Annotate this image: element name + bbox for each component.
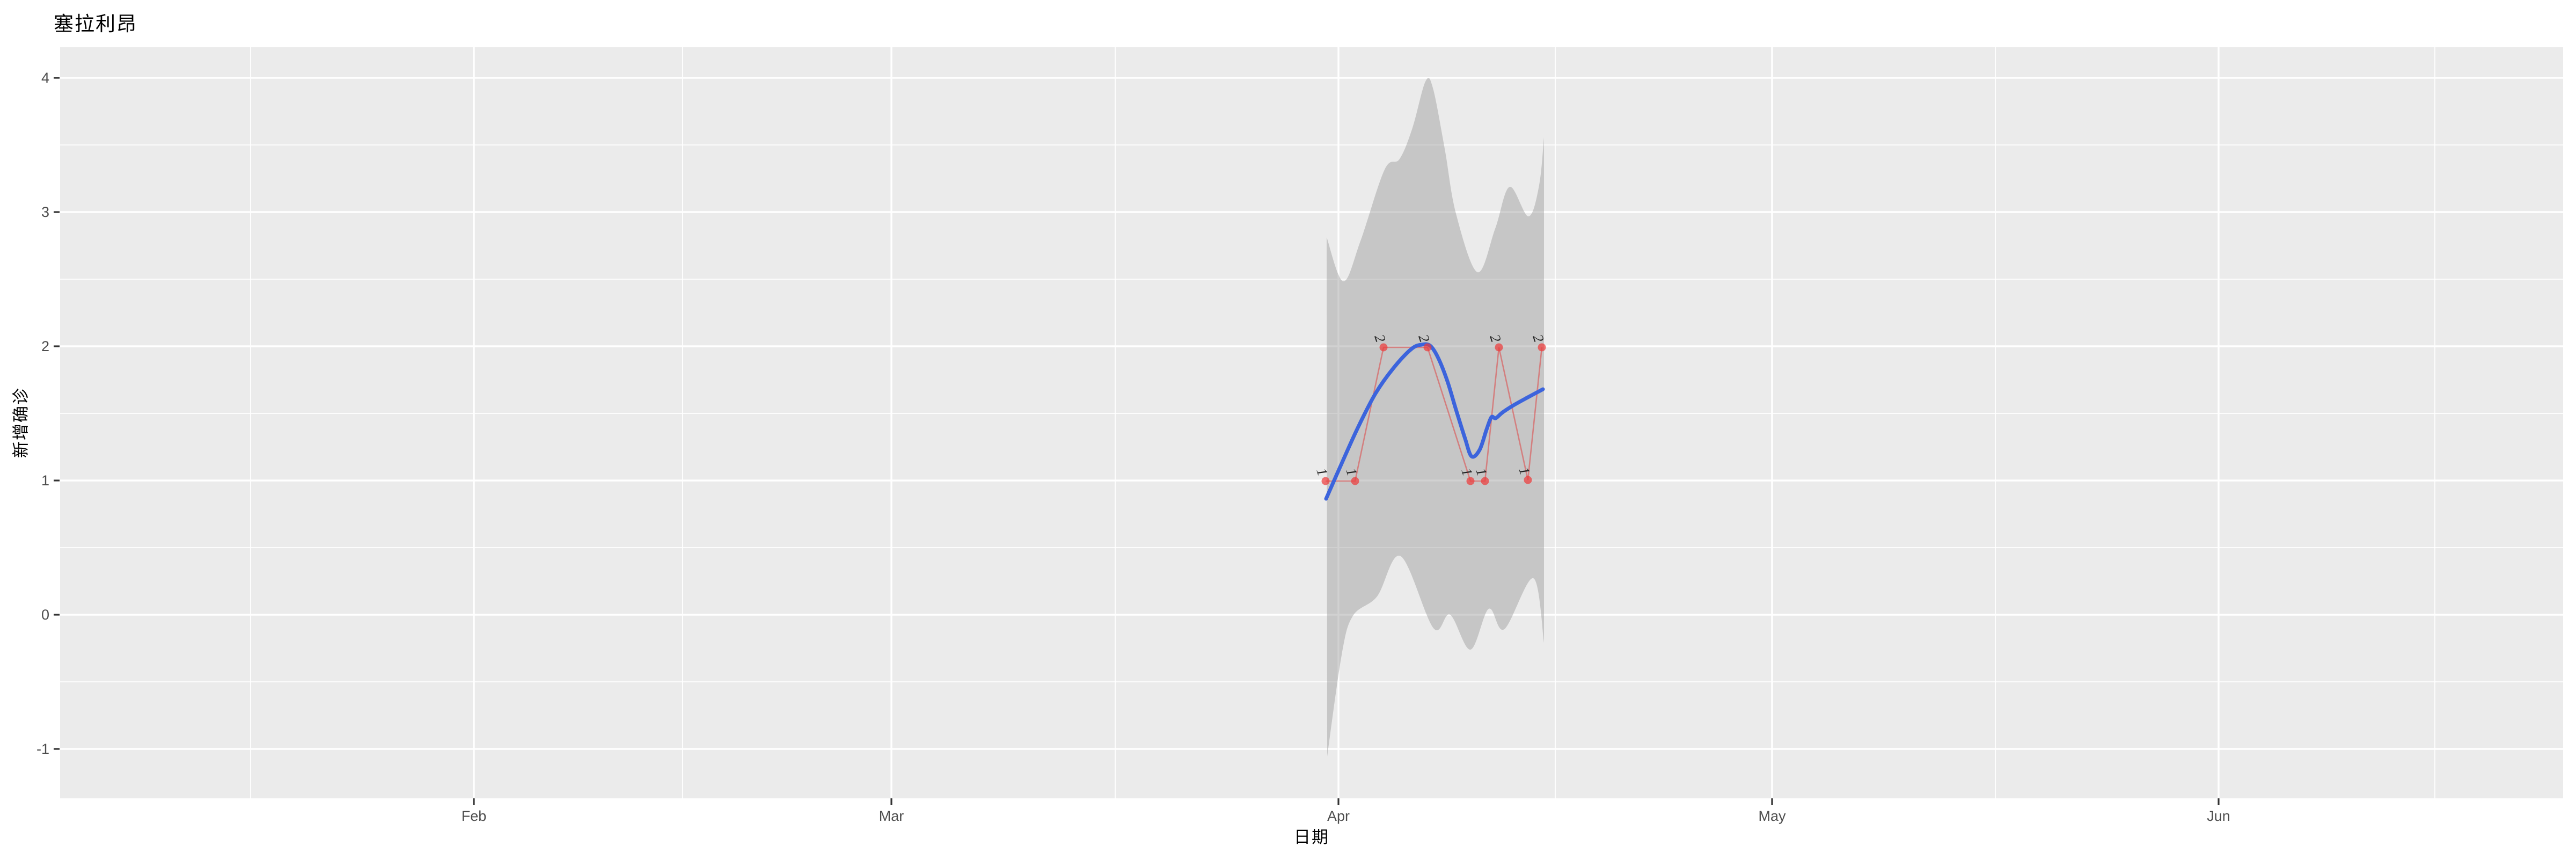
y-tick-label: 3: [41, 204, 49, 220]
data-point: [1466, 477, 1475, 485]
y-tick-label: 4: [41, 70, 49, 86]
x-tick-label: May: [1758, 808, 1786, 824]
data-point: [1379, 343, 1388, 352]
y-axis-title: 新增确诊: [11, 387, 31, 458]
data-point: [1321, 477, 1330, 485]
x-tick-label: Apr: [1327, 808, 1350, 824]
x-tick-label: Feb: [462, 808, 487, 824]
confidence-ribbon: [1327, 77, 1544, 757]
y-tick-label: -1: [36, 741, 49, 757]
y-tick-label: 0: [41, 607, 49, 623]
data-point: [1351, 477, 1359, 485]
chart-title: 塞拉利昂: [54, 13, 137, 35]
x-tick-label: Jun: [2207, 808, 2230, 824]
data-point: [1495, 343, 1503, 352]
x-tick-label: Mar: [879, 808, 904, 824]
y-tick-label: 2: [41, 338, 49, 354]
panel-background: [60, 47, 2563, 798]
data-point: [1423, 343, 1432, 352]
data-point: [1524, 476, 1532, 484]
x-axis-title: 日期: [1294, 828, 1329, 847]
data-point: [1538, 343, 1546, 352]
smooth-line: [1324, 342, 1545, 501]
y-tick-label: 1: [41, 472, 49, 489]
data-point: [1481, 477, 1489, 485]
